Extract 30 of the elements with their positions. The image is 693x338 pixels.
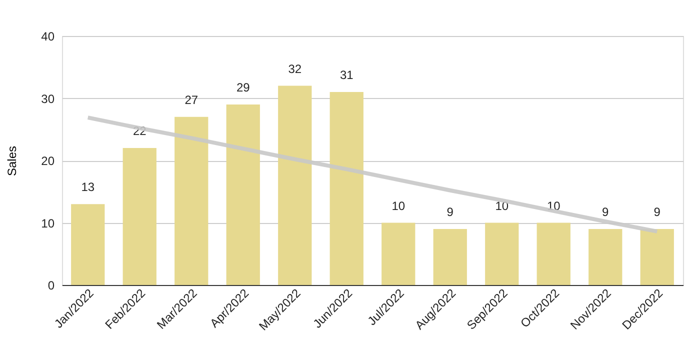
bar [174,116,208,285]
y-tick-label: 40 [41,30,55,44]
y-tick-label: 0 [48,278,55,292]
bar [433,228,467,285]
bar [536,222,570,285]
data-label: 10 [546,198,561,213]
bar [588,228,622,285]
bar [330,92,364,285]
bar [485,222,519,285]
data-label: 31 [340,68,354,82]
data-label: 10 [392,198,406,213]
data-label: 32 [288,62,302,76]
data-label: 27 [184,92,198,107]
data-label: 9 [446,204,454,219]
y-tick-label: 10 [41,216,55,230]
data-label: 9 [654,204,661,219]
bar [122,148,156,285]
y-tick-label: 20 [41,154,55,168]
bar [640,228,674,285]
bar [226,104,260,285]
data-label: 29 [236,80,250,94]
data-label: 9 [602,204,610,219]
bar [71,204,105,285]
bar [382,222,416,285]
bar [278,86,312,285]
y-tick-label: 30 [41,92,55,106]
data-label: 13 [81,180,95,194]
y-axis-title: Sales [5,146,20,176]
data-label: 22 [132,124,147,138]
data-label: 10 [495,198,509,213]
